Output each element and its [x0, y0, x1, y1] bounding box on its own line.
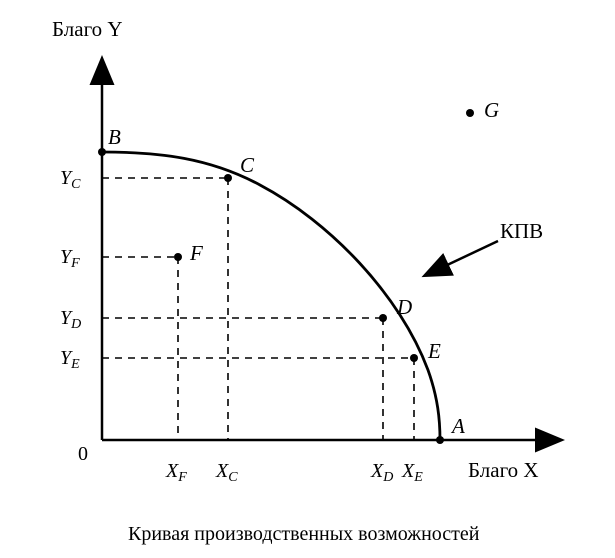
xtick-xc: XC — [215, 460, 238, 485]
xtick-xd: XD — [370, 460, 393, 485]
point-label-c: C — [240, 153, 255, 177]
point-label-a: A — [450, 414, 465, 438]
point-b — [98, 148, 106, 156]
point-f — [174, 253, 182, 261]
origin-label: 0 — [78, 443, 88, 465]
point-d — [379, 314, 387, 322]
point-label-f: F — [189, 241, 203, 265]
ytick-ye: YE — [60, 347, 80, 372]
ppf-chart: Благо Y Благо X 0 ABCDEFG YCYFYDYE XFXCX… — [0, 0, 615, 558]
xtick-xe: XE — [401, 460, 423, 485]
dashed-lines — [102, 178, 414, 440]
y-axis-label: Благо Y — [52, 17, 123, 41]
xtick-xf: XF — [165, 460, 187, 485]
caption: Кривая производственных возможностей — [128, 523, 480, 545]
y-ticks: YC YF YD YE — [60, 167, 81, 372]
ppf-curve — [102, 152, 440, 440]
point-label-g: G — [484, 98, 499, 122]
x-axis-label: Благо X — [468, 458, 539, 482]
annot-arrow — [426, 241, 498, 275]
point-e — [410, 354, 418, 362]
point-a — [436, 436, 444, 444]
point-g — [466, 109, 474, 117]
x-ticks: XF XC XD XE — [165, 460, 423, 485]
ytick-yc: YC — [60, 167, 81, 192]
point-label-e: E — [427, 339, 441, 363]
point-label-d: D — [396, 295, 412, 319]
point-c — [224, 174, 232, 182]
ytick-yf: YF — [60, 246, 80, 271]
point-label-b: B — [108, 125, 121, 149]
points: A B C DE F G — [98, 98, 499, 444]
ytick-yd: YD — [60, 307, 81, 332]
annot-label: КПВ — [500, 219, 543, 243]
